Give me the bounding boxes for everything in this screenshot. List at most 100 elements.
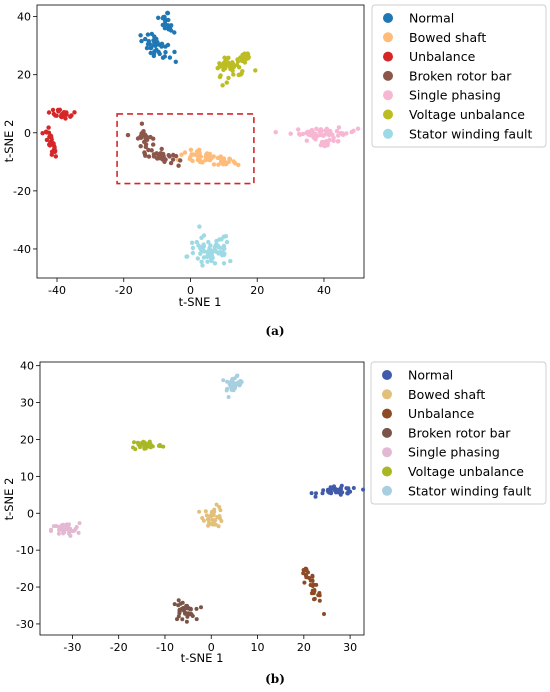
- panel-a: -40 -20 0 20 40 -40 -20 0 20 40 t-SNE 1 t-SNE 2 N…: [2, 4, 547, 338]
- scatter-point: [338, 486, 343, 491]
- scatter-point: [148, 45, 153, 51]
- scatter-point: [194, 606, 199, 611]
- scatter-point: [180, 606, 185, 611]
- scatter-point: [182, 150, 188, 155]
- x-tick-label: -40: [48, 284, 66, 297]
- scatter-point: [318, 143, 324, 148]
- scatter-point: [163, 157, 168, 162]
- scatter-point: [351, 128, 356, 133]
- scatter-point: [162, 21, 168, 26]
- scatter-point: [198, 251, 203, 256]
- highlight-box-a: [116, 113, 255, 185]
- scatter-point: [189, 240, 195, 245]
- ticks-a: -40 -20 0 20 40 -40 -20 0 20 40: [13, 11, 331, 297]
- scatter-point: [167, 55, 173, 60]
- scatter-point: [53, 154, 58, 159]
- scatter-point: [201, 518, 206, 523]
- scatter-point: [223, 162, 229, 167]
- y-tick-label: -10: [16, 544, 34, 557]
- plot-frame-a: [36, 4, 365, 279]
- scatter-point: [183, 611, 188, 616]
- scatter-point: [221, 378, 226, 383]
- series-voltage-unbalance-points: [215, 51, 258, 88]
- scatter-point: [194, 617, 199, 622]
- scatter-point: [195, 256, 200, 261]
- legend-frame: [371, 4, 547, 148]
- scatter-point: [351, 486, 356, 490]
- scatter-point: [331, 135, 336, 140]
- scatter-point: [212, 245, 217, 250]
- series-broken-rotor-bar-points: [125, 121, 183, 168]
- scatter-point: [168, 160, 174, 166]
- scatter-point: [158, 153, 163, 159]
- legend-label: Stator winding fault: [408, 483, 531, 498]
- scatter-point: [44, 130, 49, 135]
- legend-label: Broken rotor bar: [409, 68, 512, 83]
- scatter-point: [334, 129, 340, 134]
- scatter-point: [204, 513, 209, 518]
- series-stator-winding-fault-points: [184, 224, 233, 268]
- panel-b: -30 -20 -10 0 10 20 30 -30 -20 -10 0 10 20 30 40 t-SNE…: [2, 360, 547, 686]
- legend-label: Bowed shaft: [408, 387, 485, 402]
- scatter-point: [336, 490, 341, 495]
- legend-label: Broken rotor bar: [408, 425, 511, 440]
- scatter-point: [188, 607, 193, 612]
- scatter-point: [151, 51, 157, 56]
- y-tick-label: -30: [16, 618, 34, 631]
- scatter-point: [302, 580, 307, 585]
- scatter-point: [210, 517, 215, 522]
- scatter-point: [59, 113, 65, 118]
- scatter-point: [165, 10, 170, 16]
- scatter-point: [144, 45, 150, 51]
- scatter-point: [238, 382, 243, 387]
- scatter-point: [310, 584, 315, 588]
- scatter-point: [145, 32, 151, 37]
- scatter-point: [178, 158, 183, 163]
- legend-marker: [383, 128, 393, 139]
- y-tick-label: -20: [16, 581, 34, 594]
- scatter-point: [190, 250, 196, 256]
- series-single-phasing-points: [273, 125, 361, 149]
- scatter-point: [214, 238, 219, 244]
- scatter-point: [228, 258, 233, 264]
- scatter-point: [320, 491, 325, 496]
- scatter-point: [198, 246, 203, 251]
- scatter-point: [186, 611, 191, 616]
- legend-label: Stator winding fault: [409, 126, 532, 141]
- scatter-point: [188, 147, 194, 152]
- scatter-point: [200, 160, 205, 165]
- scatter-point: [52, 143, 57, 149]
- scatter-point: [216, 162, 221, 167]
- scatter-point: [314, 126, 319, 131]
- series-unbalance-points: [301, 566, 326, 616]
- y-tick-label: 30: [20, 397, 34, 410]
- scatter-point: [220, 62, 225, 67]
- scatter-point: [53, 113, 58, 118]
- y-tick-label: 20: [17, 69, 31, 82]
- x-axis-label-a: t-SNE 1: [179, 295, 222, 309]
- scatter-point: [173, 59, 178, 64]
- scatter-point: [63, 116, 68, 121]
- scatter-point: [138, 33, 143, 38]
- scatter-point: [197, 509, 202, 514]
- scatter-point: [139, 121, 145, 126]
- y-tick-label: 0: [27, 507, 34, 520]
- scatter-point: [340, 490, 345, 495]
- scatter-point: [165, 42, 171, 48]
- scatter-point: [227, 156, 232, 161]
- scatter-point: [212, 261, 218, 266]
- scatter-point: [338, 131, 343, 136]
- series-unbalance-points: [40, 107, 77, 159]
- series-normal-points: [138, 10, 178, 64]
- legend-b: Normal Bowed shaft Unbalance Broken rotor b…: [370, 361, 547, 505]
- scatter-point: [143, 442, 148, 447]
- legend-label: Single phasing: [408, 445, 500, 460]
- scatter-point: [220, 160, 225, 166]
- scatter-point: [273, 130, 278, 135]
- scatter-point: [344, 486, 349, 491]
- scatter-point: [46, 125, 51, 130]
- scatter-point: [180, 600, 185, 605]
- scatter-point: [71, 529, 76, 533]
- scatter-point: [226, 395, 231, 399]
